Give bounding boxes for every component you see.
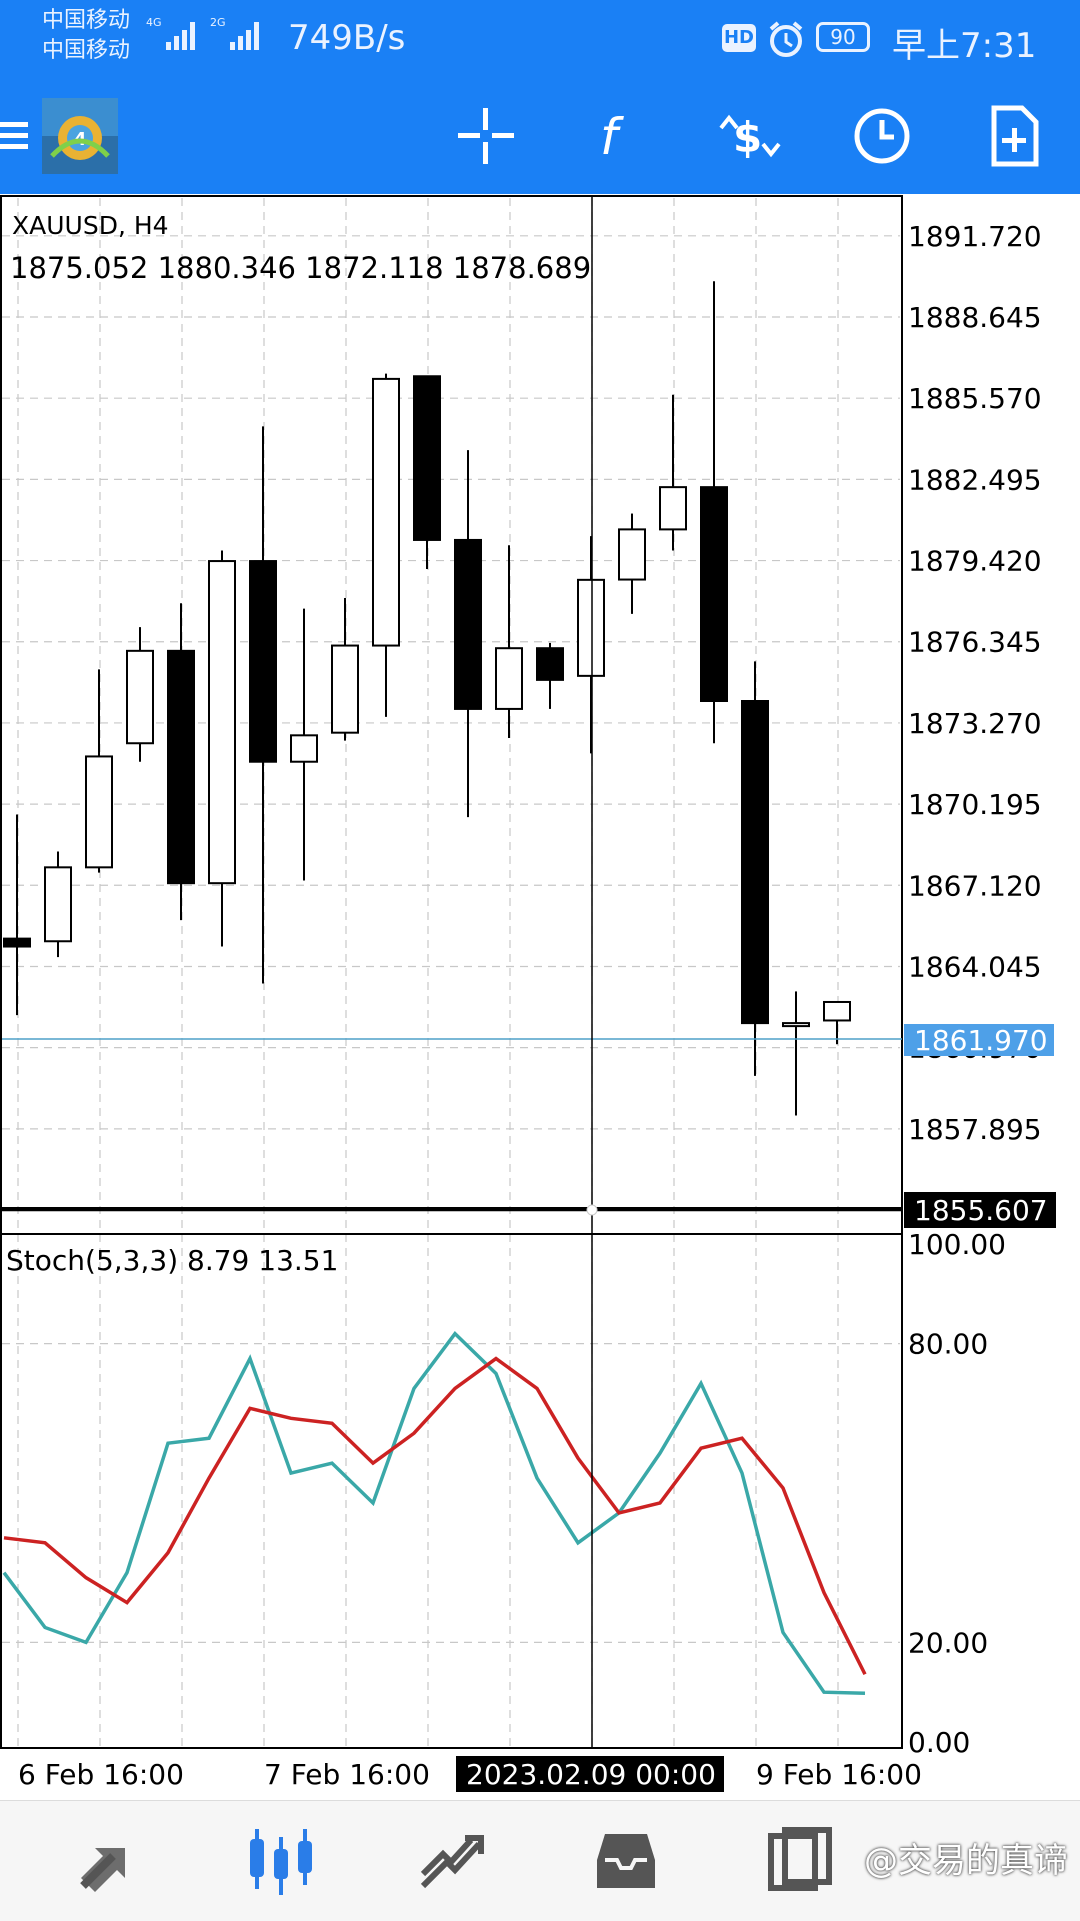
crosshair-icon[interactable] <box>446 96 526 176</box>
current-price-label: 1861.970 <box>914 1024 1048 1057</box>
price-tick-label: 1864.045 <box>908 950 1042 983</box>
candle-body[interactable] <box>85 755 113 869</box>
svg-text:4G: 4G <box>146 16 162 29</box>
price-tick-label: 1876.345 <box>908 626 1042 659</box>
candle-body[interactable] <box>659 486 687 531</box>
price-tick-label: 1891.720 <box>908 220 1042 253</box>
menu-icon[interactable] <box>0 96 46 176</box>
bottom-navigation: @交易的真谛 <box>0 1800 1080 1921</box>
svg-text:2G: 2G <box>210 16 226 29</box>
candle-body[interactable] <box>700 486 728 702</box>
price-tick-label: 1882.495 <box>908 463 1042 496</box>
time-label-9feb: 9 Feb 16:00 <box>756 1758 922 1791</box>
crosshair-price-tag <box>904 1192 1056 1228</box>
indicator-label: Stoch(5,3,3) 8.79 13.51 <box>6 1244 338 1277</box>
history-icon[interactable] <box>586 1821 666 1901</box>
svg-text:$: $ <box>733 113 762 162</box>
signal-4g-icon: 4G <box>146 14 206 58</box>
metatrader-logo-icon[interactable]: 4 <box>40 96 120 176</box>
stoch-tick-label: 20.00 <box>908 1626 988 1659</box>
crosshair-handle[interactable] <box>586 1204 598 1216</box>
messages-icon[interactable] <box>760 1821 840 1901</box>
candle-body[interactable] <box>413 375 441 541</box>
price-chart[interactable]: 1891.720 1888.645 1885.570 1882.495 1879.420… <box>0 194 1080 1794</box>
price-tick-label: 1867.120 <box>908 869 1042 902</box>
crosshair-time-tag <box>456 1756 724 1792</box>
watermark-text: @交易的真谛 <box>864 1841 1068 1881</box>
ohlc-label: 1875.052 1880.346 1872.118 1878.689 <box>10 251 591 285</box>
price-tick-label: 1879.420 <box>908 545 1042 578</box>
svg-text:f: f <box>600 108 624 166</box>
top-toolbar: 4 f $ <box>0 78 1080 194</box>
candle-body[interactable] <box>44 866 72 943</box>
network-speed: 749B/s <box>288 18 406 58</box>
stoch-signal-line <box>3 1356 867 1676</box>
new-document-icon[interactable] <box>974 96 1054 176</box>
price-tick-label: 1857.895 <box>908 1113 1042 1146</box>
candle-body[interactable] <box>167 649 195 885</box>
symbol-label: XAUUSD, H4 <box>12 211 169 240</box>
candle-body[interactable] <box>249 560 277 763</box>
trade-icon[interactable]: $ <box>710 96 790 176</box>
candle-body[interactable] <box>823 1000 851 1022</box>
candle-body[interactable] <box>495 647 523 710</box>
clock-time: 早上7:31 <box>892 26 1037 66</box>
stoch-tick-label: 100.00 <box>908 1228 1006 1261</box>
crosshair-price-label: 1855.607 <box>914 1194 1048 1227</box>
candle-body[interactable] <box>618 528 646 581</box>
hd-badge: HD <box>722 24 756 52</box>
price-tick-label: 1885.570 <box>908 382 1042 415</box>
candle-body[interactable] <box>331 644 359 734</box>
battery-icon: 90 <box>816 22 870 52</box>
crosshair-time-label: 2023.02.09 00:00 <box>466 1758 716 1791</box>
trade-nav-icon[interactable] <box>412 1821 492 1901</box>
price-tick-label: 1873.270 <box>908 707 1042 740</box>
candle-body[interactable] <box>536 647 564 681</box>
candle-body[interactable] <box>208 560 236 885</box>
chart-area[interactable]: 1891.720 1888.645 1885.570 1882.495 1879.420… <box>0 194 1080 1794</box>
candle-body[interactable] <box>782 1022 810 1028</box>
candle-body[interactable] <box>454 538 482 710</box>
function-icon[interactable]: f <box>576 96 656 176</box>
chart-icon[interactable] <box>240 1821 320 1901</box>
candle-body[interactable] <box>577 578 605 677</box>
carrier-1: 中国移动 <box>42 8 131 33</box>
stoch-tick-label: 80.00 <box>908 1328 988 1361</box>
candle-body[interactable] <box>741 700 769 1025</box>
candle-body[interactable] <box>126 649 154 745</box>
quotes-icon[interactable] <box>68 1821 148 1901</box>
clock-icon[interactable] <box>842 96 922 176</box>
candles[interactable] <box>3 281 851 1116</box>
price-tick-label: 1888.645 <box>908 301 1042 334</box>
stoch-tick-label: 0.00 <box>908 1726 970 1759</box>
alarm-icon <box>766 20 806 62</box>
candle-body[interactable] <box>3 937 31 948</box>
candle-body[interactable] <box>290 734 318 763</box>
time-label-7feb: 7 Feb 16:00 <box>264 1758 430 1791</box>
price-tick-label: 1870.195 <box>908 788 1042 821</box>
axis-labels: 1891.720 1888.645 1885.570 1882.495 1879.420… <box>908 220 1042 1759</box>
time-label-6feb: 6 Feb 16:00 <box>18 1758 184 1791</box>
signal-2g-icon: 2G <box>210 14 270 58</box>
candle-body[interactable] <box>372 377 400 647</box>
carrier-2: 中国移动 <box>42 38 131 63</box>
status-bar: 中国移动 中国移动 4G 2G 749B/s HD 90 早上7:31 <box>0 0 1080 78</box>
current-price-tag <box>904 1024 1054 1056</box>
stoch-main-line <box>2 1330 866 1695</box>
stochastic-lines <box>2 1330 867 1695</box>
